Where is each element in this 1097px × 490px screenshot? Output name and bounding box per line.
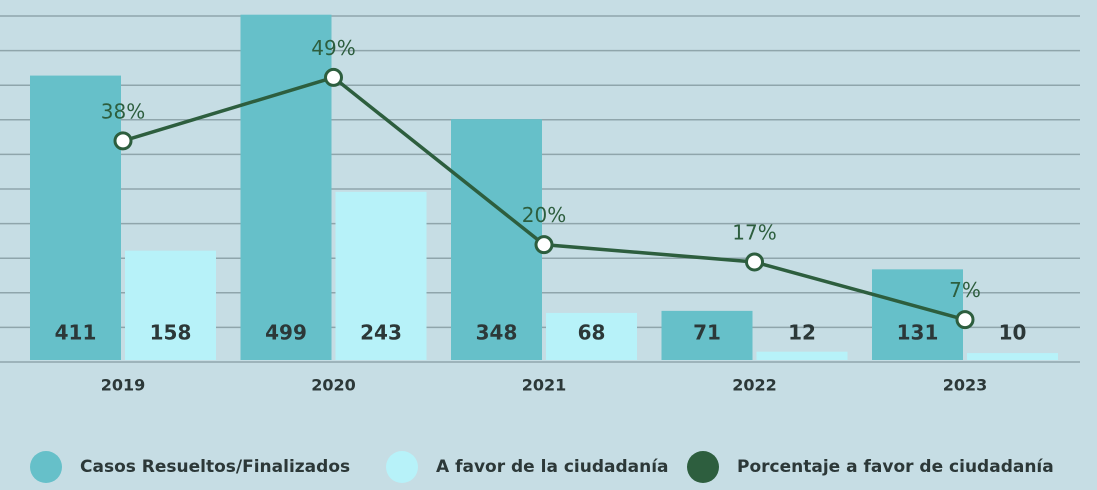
line-point [745,252,764,272]
legend-label: Porcentaje a favor de ciudadanía [737,457,1054,477]
line-point [955,310,975,330]
bar [756,351,848,360]
bar [661,310,753,360]
legend-swatch [30,451,62,483]
bar [125,250,216,360]
line-point [324,67,343,87]
bar-value-label: 68 [578,321,606,345]
legend-label: Casos Resueltos/Finalizados [80,457,350,477]
line-point [534,235,554,255]
bar [335,191,427,360]
x-tick-label: 2019 [101,376,146,395]
bar-value-label: 348 [476,321,518,345]
legend-label: A favor de la ciudadanía [436,457,669,477]
bar-value-label: 411 [55,321,97,345]
line-value-label: 20% [522,203,566,227]
line-value-label: 7% [949,278,981,302]
bar-value-label: 10 [999,321,1027,345]
bar [967,353,1058,360]
line-value-label: 49% [311,36,355,60]
bar-value-label: 131 [897,321,939,345]
x-tick-label: 2020 [311,376,356,395]
legend-swatch [386,451,418,483]
bar-value-label: 499 [265,321,307,345]
bar-value-label: 71 [693,321,721,345]
bar-value-label: 12 [788,321,816,345]
line-point [113,131,133,151]
bar-value-label: 158 [150,321,192,345]
line-value-label: 38% [101,99,145,123]
bar-value-label: 243 [360,321,402,345]
bar [30,75,121,360]
x-tick-label: 2023 [943,376,988,395]
bar [546,312,637,360]
bar [451,119,542,361]
x-tick-label: 2021 [522,376,567,395]
bar [240,14,332,361]
legend-swatch [687,451,719,483]
line-value-label: 17% [732,220,776,244]
x-tick-label: 2022 [732,376,777,395]
